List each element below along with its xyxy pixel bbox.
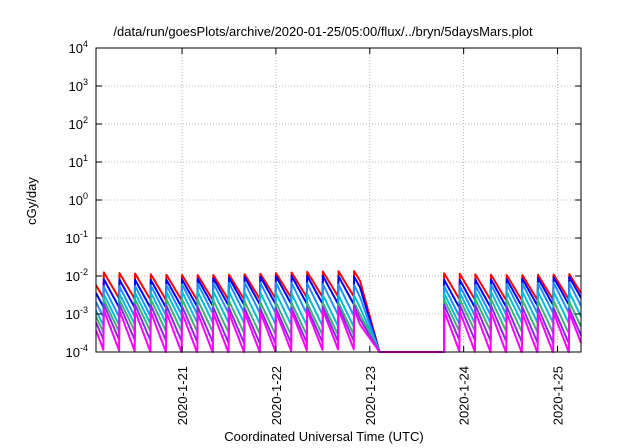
series-line	[95, 281, 582, 353]
series-line	[95, 274, 582, 353]
y-tick-label: 100	[69, 191, 88, 208]
x-tick-labels: 2020-1-21 2020-1-22 2020-1-23 2020-1-24 2020…	[175, 366, 565, 425]
axes	[95, 47, 582, 353]
series-layer	[95, 270, 582, 353]
y-tick-label: 104	[69, 39, 88, 56]
y-tick-label: 10-3	[66, 305, 88, 322]
x-axis-label: Coordinated Universal Time (UTC)	[224, 429, 423, 444]
y-tick-label: 103	[69, 77, 88, 94]
x-tick-label: 2020-1-25	[551, 366, 566, 425]
y-tick-label: 10-4	[66, 343, 88, 360]
x-tick-label: 2020-1-21	[175, 366, 190, 425]
chart-title: /data/run/goesPlots/archive/2020-01-25/0…	[113, 24, 533, 39]
series-line	[95, 290, 582, 353]
y-tick-label: 10-2	[66, 267, 88, 284]
x-tick-label: 2020-1-24	[457, 366, 472, 425]
y-tick-labels: 104 103 102 101 100 10-1 10-2 10-3 10-4	[66, 39, 88, 360]
x-tick-label: 2020-1-23	[363, 366, 378, 425]
series-line	[95, 270, 582, 353]
series-line	[95, 308, 582, 353]
x-tick-label: 2020-1-22	[269, 366, 284, 425]
series-line	[95, 298, 582, 353]
y-tick-label: 102	[69, 115, 88, 132]
series-line	[95, 303, 582, 353]
y-tick-label: 10-1	[66, 229, 88, 246]
y-axis-label: cGy/day	[24, 177, 39, 225]
y-tick-label: 101	[69, 153, 88, 170]
plot-frame	[95, 47, 582, 353]
